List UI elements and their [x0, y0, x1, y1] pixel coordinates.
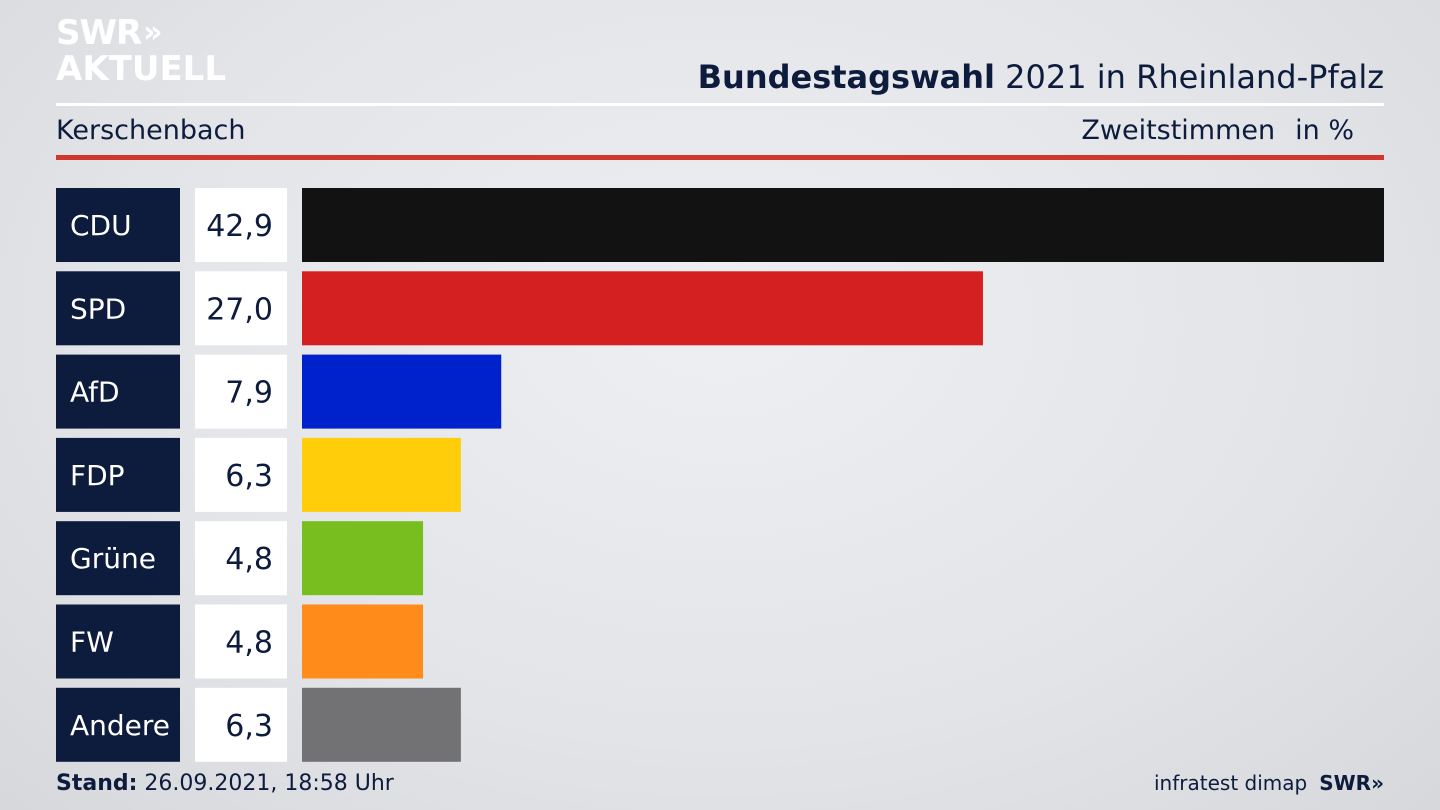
value-box-spd [195, 271, 287, 346]
value-box-fw [195, 604, 287, 679]
swr-aktuell-logo: SWR » AKTUELL [56, 16, 226, 86]
party-label-box-fdp [56, 437, 180, 512]
unit-text: in % [1295, 115, 1354, 146]
value-box-afd [195, 354, 287, 429]
bar-andere [302, 687, 461, 762]
party-label-box-andere [56, 687, 180, 762]
value-label-spd: 27,0 [206, 292, 273, 327]
value-label-gr-ne: 4,8 [225, 542, 273, 577]
bar-cdu [302, 188, 1384, 262]
chart-title-rest: 2021 in Rheinland-Pfalz [1005, 58, 1384, 96]
value-label-andere: 6,3 [225, 709, 273, 744]
swr-footer-logo: SWR» [1319, 771, 1384, 795]
value-box-andere [195, 687, 287, 762]
bar-afd [302, 354, 502, 429]
chart-title: Bundestagswahl 2021 in Rheinland-Pfalz [698, 58, 1384, 96]
value-label-cdu: 42,9 [206, 209, 273, 244]
party-label-andere: Andere [70, 709, 170, 742]
source-credit: infratest dimap SWR» [1154, 771, 1384, 795]
party-label-fw: FW [70, 626, 114, 659]
party-label-cdu: CDU [70, 209, 132, 242]
value-label-afd: 7,9 [225, 376, 273, 411]
header-divider [56, 103, 1384, 106]
party-label-spd: SPD [70, 292, 126, 325]
value-label-fw: 4,8 [225, 626, 273, 661]
logo-swr-text: SWR [56, 13, 142, 53]
party-label-box-afd [56, 354, 180, 429]
bar-gr-ne [302, 521, 424, 596]
party-label-afd: AfD [70, 376, 120, 409]
subheader-divider [56, 155, 1384, 160]
party-label-gr-ne: Grüne [70, 542, 156, 575]
party-label-fdp: FDP [70, 459, 125, 492]
location-label: Kerschenbach [56, 115, 246, 146]
timestamp-label: Stand: [56, 771, 138, 796]
party-label-box-cdu [56, 188, 180, 262]
party-label-box-fw [56, 604, 180, 679]
value-box-cdu [195, 188, 287, 262]
chart-title-bold: Bundestagswahl [697, 58, 995, 96]
logo-aktuell-text: AKTUELL [56, 49, 227, 89]
value-label-fdp: 6,3 [225, 459, 273, 494]
timestamp-value: 26.09.2021, 18:58 Uhr [144, 771, 394, 796]
value-box-gr-ne [195, 521, 287, 596]
party-label-box-gr-ne [56, 521, 180, 596]
bar-fw [302, 604, 424, 679]
measure-text: Zweitstimmen [1081, 115, 1276, 146]
bar-fdp [302, 437, 461, 512]
value-box-fdp [195, 437, 287, 512]
source-text: infratest dimap [1154, 771, 1308, 795]
party-label-box-spd [56, 271, 180, 346]
timestamp: Stand: 26.09.2021, 18:58 Uhr [56, 771, 394, 796]
bar-spd [302, 271, 983, 346]
measure-label: Zweitstimmen in % [1081, 115, 1354, 146]
